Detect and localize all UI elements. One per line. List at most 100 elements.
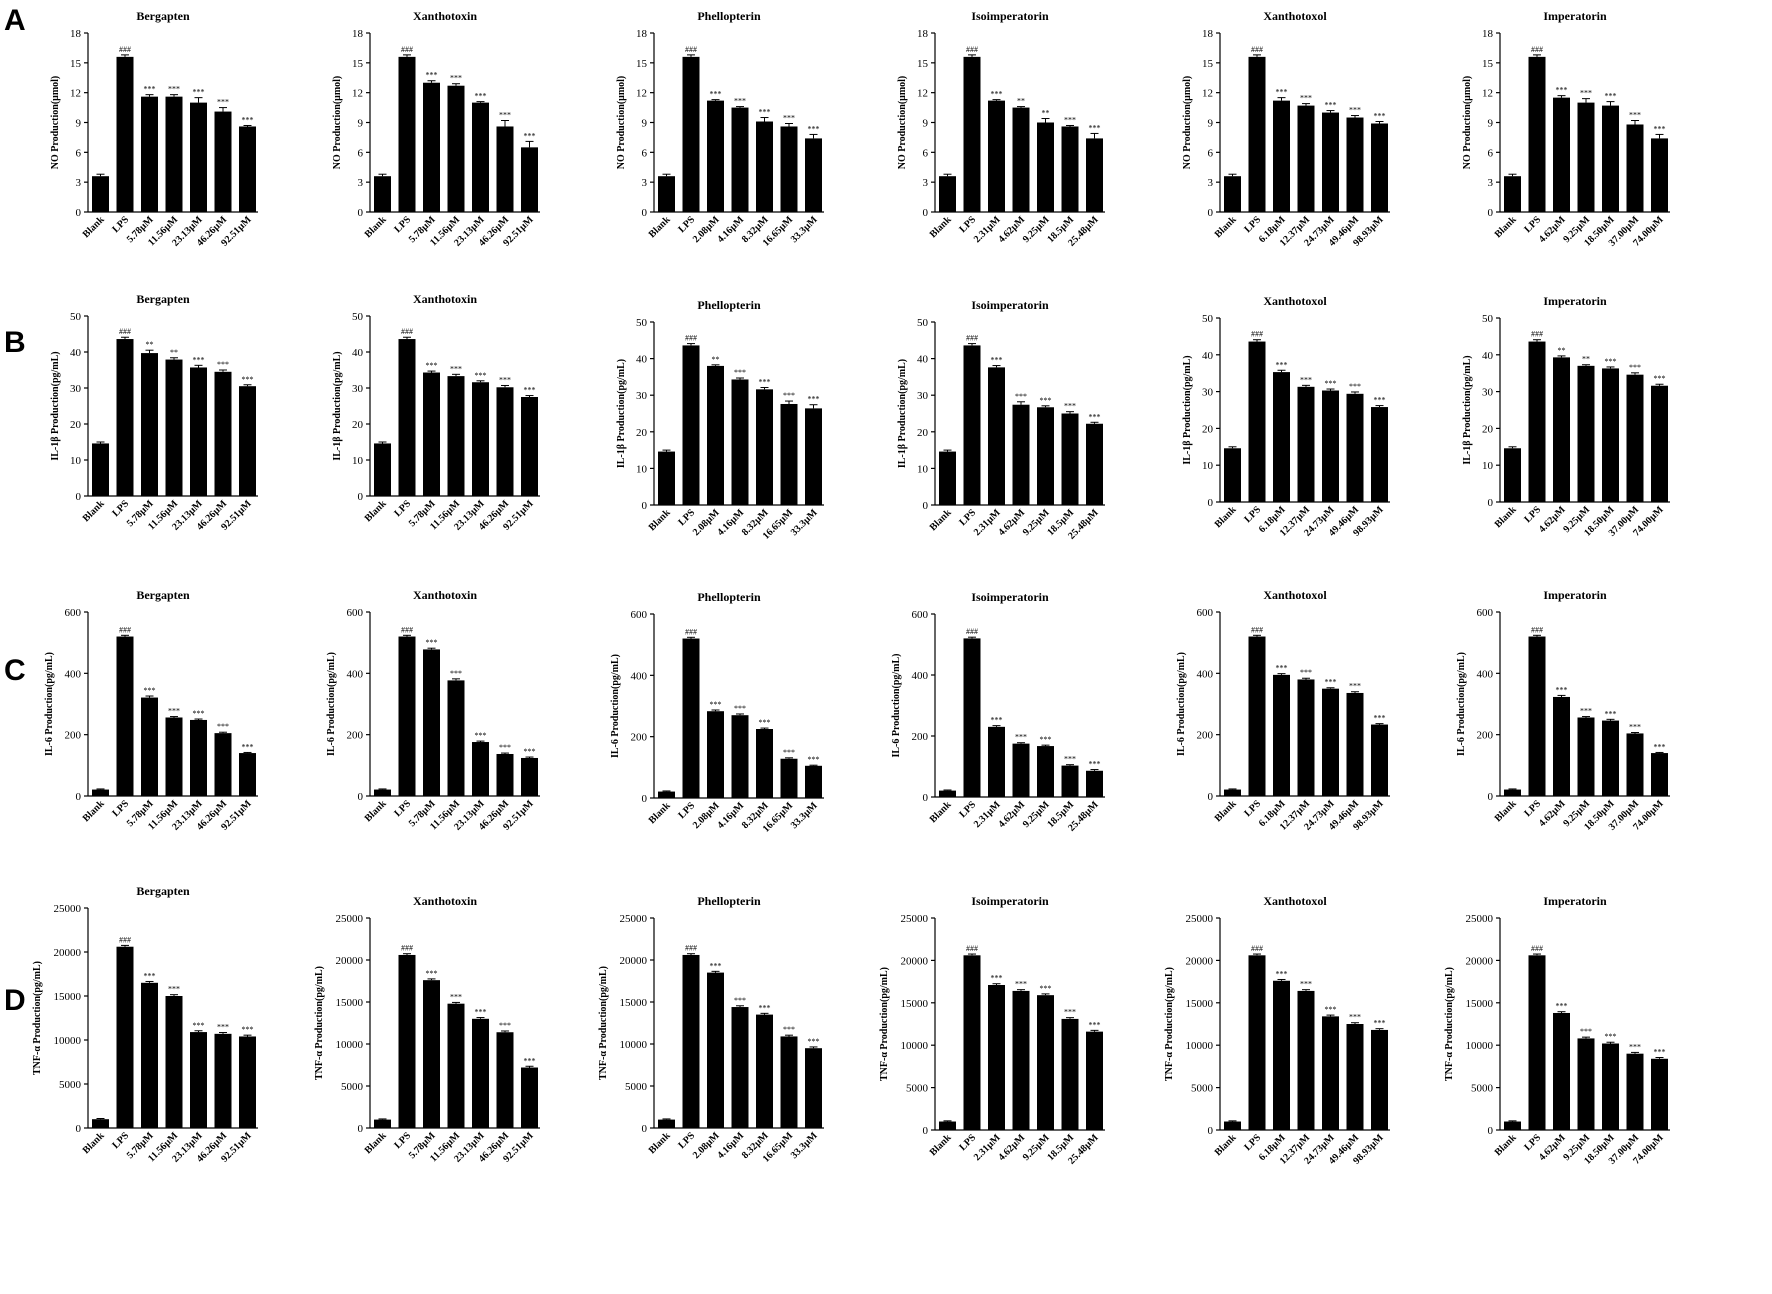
significance-label: *** — [217, 1023, 229, 1032]
bar — [165, 717, 183, 796]
bar — [963, 56, 981, 212]
chart-2: Xanthotoxin NO Production(μmol) 0 3 6 9 12 15 18… — [332, 9, 540, 249]
y-tick-label: 50 — [1482, 313, 1494, 325]
bar — [423, 980, 440, 1128]
significance-label: ** — [1017, 97, 1025, 106]
bar — [1322, 688, 1339, 796]
y-tick-label: 0 — [923, 207, 929, 219]
chart-11: Xanthotoxol IL-1β Production(pg/mL) 0 10 20 3… — [1182, 294, 1390, 539]
bar — [1651, 1058, 1668, 1130]
y-tick-label: 9 — [642, 118, 648, 130]
bar — [92, 789, 109, 796]
bar — [1037, 995, 1054, 1130]
significance-label: ### — [1251, 330, 1263, 339]
chart-12: Imperatorin IL-1β Production(pg/mL) 0 10 20 3… — [1462, 294, 1670, 539]
significance-label: *** — [1580, 1027, 1592, 1036]
y-axis-label: NO Production(μmol) — [1182, 76, 1193, 170]
y-tick-label: 5000 — [59, 1079, 82, 1091]
significance-label: ** — [1042, 109, 1050, 118]
y-axis-label: IL-6 Production(pg/mL) — [1456, 652, 1467, 756]
y-tick-label: 20000 — [901, 955, 929, 967]
significance-label: *** — [1349, 382, 1361, 391]
significance-label: *** — [1349, 682, 1361, 691]
y-axis-label: TNF-α Production(pg/mL) — [1164, 967, 1175, 1081]
x-tick-label: LPS — [110, 798, 131, 819]
bar — [939, 1121, 956, 1130]
bar — [731, 107, 749, 212]
y-tick-label: 400 — [912, 670, 929, 682]
significance-label: ### — [966, 944, 978, 953]
x-tick-label: 33.3μM — [789, 800, 820, 831]
bar — [756, 389, 773, 505]
y-tick-label: 0 — [1208, 207, 1214, 219]
significance-label: *** — [242, 742, 254, 751]
y-tick-label: 15000 — [1466, 998, 1494, 1010]
y-tick-label: 30 — [636, 390, 648, 402]
y-tick-label: 10000 — [1466, 1040, 1494, 1052]
significance-label: *** — [524, 131, 536, 140]
significance-label: *** — [1064, 755, 1076, 764]
x-tick-label: 33.3μM — [789, 214, 820, 245]
y-tick-label: 12 — [917, 88, 928, 100]
significance-label: *** — [734, 704, 746, 713]
bar — [190, 102, 207, 212]
x-tick-label: Blank — [928, 214, 954, 240]
y-tick-label: 9 — [1488, 118, 1494, 130]
y-tick-label: 6 — [642, 147, 648, 159]
significance-label: *** — [734, 996, 746, 1005]
bar — [190, 719, 207, 796]
bar — [682, 56, 700, 212]
y-tick-label: 10 — [1202, 460, 1214, 472]
bar — [1346, 1024, 1364, 1130]
bar — [1061, 765, 1079, 797]
significance-label: *** — [450, 74, 462, 83]
bar — [1086, 423, 1103, 505]
bar — [707, 100, 724, 212]
significance-label: *** — [1300, 94, 1312, 103]
y-tick-label: 30 — [1482, 387, 1494, 399]
x-tick-label: Blank — [363, 798, 389, 824]
chart-22: Isoimperatorin TNF-α Production(pg/mL) 0 50… — [879, 894, 1105, 1167]
bar — [805, 138, 822, 212]
bar — [1528, 955, 1546, 1130]
bar — [447, 1003, 465, 1128]
significance-label: ### — [685, 334, 697, 343]
y-tick-label: 600 — [347, 607, 364, 619]
y-axis-label: TNF-α Production(pg/mL) — [598, 966, 609, 1080]
bar — [1504, 1121, 1521, 1130]
significance-label: *** — [1556, 1002, 1568, 1011]
bar — [707, 711, 724, 798]
y-tick-label: 0 — [358, 491, 364, 503]
y-tick-label: 12 — [1202, 88, 1213, 100]
bar — [1248, 636, 1266, 796]
bar — [1651, 385, 1668, 502]
y-tick-label: 10 — [917, 463, 929, 475]
significance-label: *** — [475, 92, 487, 101]
y-tick-label: 15000 — [1186, 998, 1214, 1010]
y-axis-label: NO Production(μmol) — [332, 76, 343, 170]
y-axis-label: IL-6 Production(pg/mL) — [610, 654, 621, 758]
bar — [1037, 122, 1054, 212]
chart-title: Xanthotoxin — [413, 588, 477, 602]
significance-label: *** — [475, 1008, 487, 1017]
significance-label: *** — [1629, 111, 1641, 120]
bar — [805, 1048, 822, 1128]
chart-title: Isoimperatorin — [971, 894, 1049, 908]
bar — [1346, 393, 1364, 502]
x-tick-label: Blank — [647, 214, 673, 240]
bar — [780, 126, 798, 212]
y-tick-label: 18 — [1202, 28, 1214, 40]
significance-label: *** — [1556, 86, 1568, 95]
bar — [1371, 724, 1388, 796]
y-axis-label: TNF-α Production(pg/mL) — [879, 967, 890, 1081]
y-tick-label: 12 — [70, 88, 81, 100]
chart-title: Xanthotoxin — [413, 292, 477, 306]
y-tick-label: 0 — [76, 1123, 82, 1135]
significance-label: *** — [217, 360, 229, 369]
y-tick-label: 40 — [636, 354, 648, 366]
bar — [141, 697, 158, 796]
y-tick-label: 10 — [352, 455, 364, 467]
y-tick-label: 20000 — [620, 955, 648, 967]
significance-label: *** — [144, 686, 156, 695]
y-tick-label: 0 — [1208, 791, 1214, 803]
